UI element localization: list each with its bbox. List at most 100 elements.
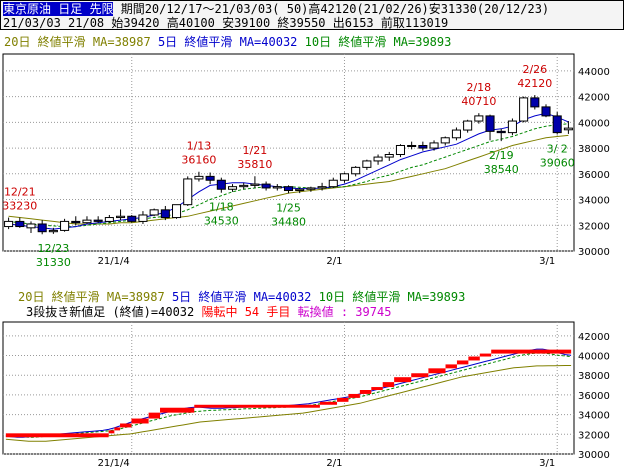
candle-up <box>82 219 92 224</box>
sanpon-axis: 30000 32000 34000 36000 38000 40000 42000 21/1/… <box>98 332 610 469</box>
sanpon-brick <box>194 404 320 408</box>
high-date-label: 2/18 <box>466 81 491 94</box>
candle-up <box>351 166 361 175</box>
candle-up <box>407 144 417 147</box>
candle-down <box>552 115 562 134</box>
price-y-tick-label: 44000 <box>578 67 610 78</box>
sanpon-brick <box>468 356 480 361</box>
sanpon-y-tick-label: 36000 <box>578 391 610 402</box>
candle-down <box>485 115 495 132</box>
high-value-label: 42120 <box>517 77 552 90</box>
candle-down <box>93 219 103 222</box>
sanpon-x-tick-label: 3/1 <box>539 458 555 469</box>
candle-down <box>541 106 551 117</box>
ma20-legend: 20日 終値平滑 MA=38987 <box>4 35 151 49</box>
title-line: 東京原油 日足 先限 期間20/12/17～21/03/03( 50)高4212… <box>3 2 549 16</box>
sanpon-legend: 3段抜き新値足 (終値)=40032 陽転中 54 手目 転換値 : 39745 <box>26 305 391 319</box>
high-date-label: 1/21 <box>243 144 268 157</box>
price-x-tick-label: 2/1 <box>326 256 342 267</box>
sanpon-brick <box>382 382 395 388</box>
price-y-tick-label: 38000 <box>578 144 610 155</box>
sanpon-brick <box>359 390 372 394</box>
sanpon-brick <box>120 423 132 428</box>
candle-down <box>37 223 47 233</box>
period-low: 安31330(20/12/23) <box>428 2 550 16</box>
chart-header: 東京原油 日足 先限 期間20/12/17～21/03/03( 50)高4212… <box>0 0 624 30</box>
candle-down <box>127 215 137 222</box>
ma5-legend: 5日 終値平滑 MA=40032 <box>157 35 298 49</box>
sanpon-conversion: 転換値 : 39745 <box>297 305 392 319</box>
sanpon-brick <box>148 412 161 419</box>
candle-up <box>272 186 282 189</box>
price-x-tick-label: 3/1 <box>539 256 555 267</box>
candle-up <box>116 215 126 219</box>
candle-down <box>205 175 215 181</box>
sanpon-brick <box>108 430 115 434</box>
candle-up <box>451 129 461 139</box>
sanpon-brick <box>319 401 338 405</box>
candle-up <box>507 120 517 134</box>
sanpon-status: 陽転中 54 手目 <box>201 305 291 319</box>
instrument-title: 東京原油 日足 先限 <box>3 2 114 16</box>
high-value-label: 40710 <box>461 95 496 108</box>
candle-up <box>463 120 473 131</box>
candle-up <box>4 220 14 228</box>
session-stats: 21/03/03 21/08 始39420 高40100 安39100 終395… <box>3 16 449 30</box>
candle-up <box>474 115 484 122</box>
sanpon-label: 3段抜き新値足 (終値)=40032 <box>26 305 195 319</box>
price-y-tick-label: 36000 <box>578 170 610 181</box>
candle-down <box>496 130 506 134</box>
sanpon-brick <box>131 418 149 424</box>
candle-up <box>563 127 573 131</box>
sanpon-brick <box>371 387 383 390</box>
sanpon-brick <box>445 364 457 369</box>
price-legend: 20日 終値平滑 MA=38987 5日 終値平滑 MA=40032 10日 終… <box>4 35 451 49</box>
candle-down <box>530 97 540 108</box>
candle-up <box>60 220 70 231</box>
candle-up <box>440 137 450 144</box>
high-date-label: 1/13 <box>187 140 212 153</box>
candle-up <box>26 223 36 229</box>
candle-up <box>172 204 182 219</box>
sanpon-brick <box>5 433 109 438</box>
price-y-tick-label: 34000 <box>578 196 610 207</box>
candle-up <box>183 178 193 206</box>
candle-up <box>194 175 204 180</box>
candle-up <box>317 186 327 189</box>
ma10-legend: 10日 終値平滑 MA=39893 <box>304 35 452 49</box>
candle-up <box>373 156 383 162</box>
sanpon-y-tick-label: 42000 <box>578 332 610 343</box>
low-value-label: 34530 <box>204 215 239 228</box>
sanpon-brick <box>411 373 429 378</box>
candle-up <box>48 229 58 233</box>
candle-up <box>328 179 338 188</box>
candle-up <box>429 142 439 149</box>
high-value-label: 36160 <box>181 154 216 167</box>
candle-up <box>250 183 260 186</box>
sanpon-brick <box>456 360 469 365</box>
candle-up <box>519 97 529 122</box>
sanpon-brick <box>428 368 446 374</box>
candle-up <box>239 184 249 188</box>
sanpon-brick <box>491 349 572 354</box>
sanpon-brick <box>337 397 349 402</box>
sanpon-ma-legend: 20日 終値平滑 MA=38987 5日 終値平滑 MA=40032 10日 終… <box>18 290 465 304</box>
low-value-label: 34480 <box>271 215 306 228</box>
sanpon-ma20-legend: 20日 終値平滑 MA=38987 <box>18 290 165 304</box>
candle-down <box>261 183 271 189</box>
period-range: 期間20/12/17～21/03/03( 50) <box>120 2 309 16</box>
candle-up <box>104 217 114 222</box>
price-y-tick-label: 42000 <box>578 93 610 104</box>
sanpon-brick <box>394 377 412 383</box>
price-x-tick-label: 21/1/4 <box>98 256 130 267</box>
price-y-tick-label: 30000 <box>578 247 610 258</box>
candle-up <box>339 173 350 181</box>
candle-up <box>395 144 405 155</box>
sanpon-x-tick-label: 2/1 <box>326 458 342 469</box>
sanpon-ma5-line <box>5 348 572 438</box>
sanpon-bricks <box>5 349 572 438</box>
price-y-tick-label: 32000 <box>578 221 610 232</box>
low-value-label: 38540 <box>484 163 519 176</box>
candles <box>4 95 573 235</box>
